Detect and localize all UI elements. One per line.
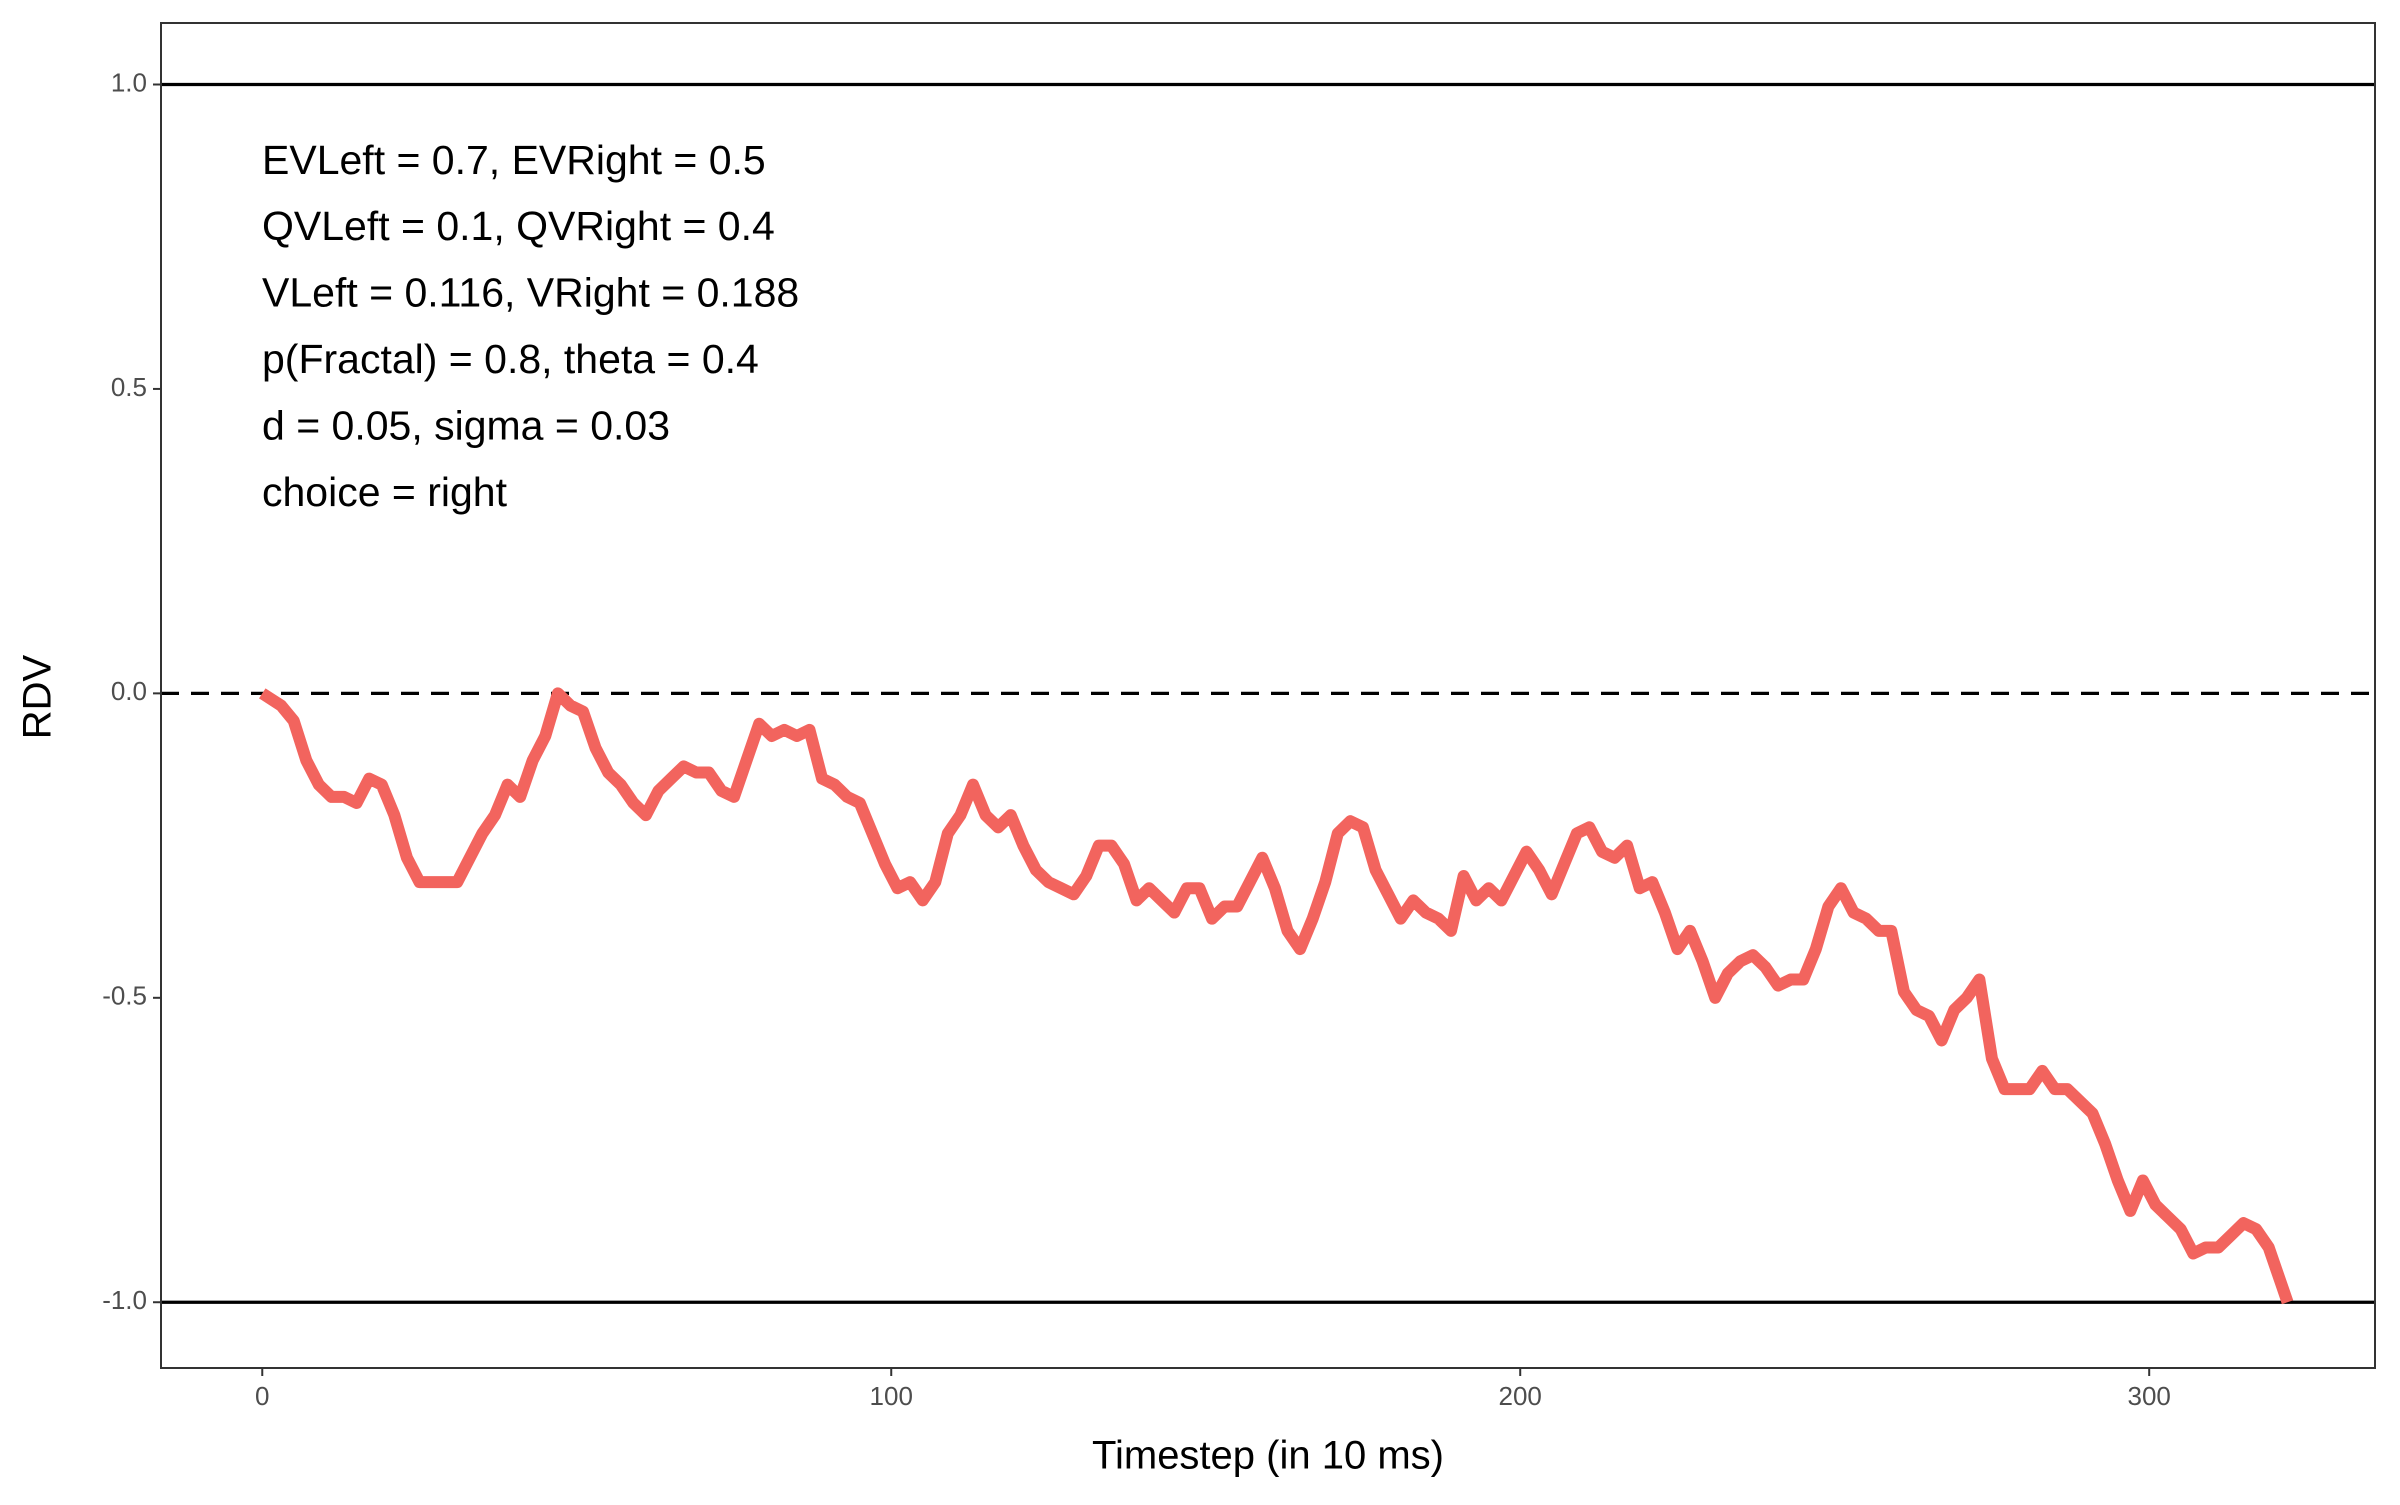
annotation: d = 0.05, sigma = 0.03 [262, 402, 670, 448]
y-axis-title: RDV [16, 654, 60, 739]
plot-border [160, 22, 2376, 1369]
y-tick-label: 1.0 [111, 67, 147, 97]
y-tick-label: 0.5 [111, 372, 147, 402]
y-tick-label: -1.0 [102, 1285, 147, 1315]
data-line [259, 687, 2294, 1305]
annotation: VLeft = 0.116, VRight = 0.188 [262, 270, 799, 316]
annotation: p(Fractal) = 0.8, theta = 0.4 [262, 336, 759, 382]
x-tick-label: 200 [1499, 1381, 1542, 1411]
x-axis-title: Timestep (in 10 ms) [1092, 1434, 1444, 1478]
x-tick-label: 0 [255, 1381, 269, 1411]
annotation: choice = right [262, 469, 508, 515]
annotation: EVLeft = 0.7, EVRight = 0.5 [262, 137, 766, 183]
y-tick-label: 0.0 [111, 676, 147, 706]
annotation: QVLeft = 0.1, QVRight = 0.4 [262, 203, 775, 249]
y-tick-label: -0.5 [102, 981, 147, 1011]
x-tick-label: 100 [870, 1381, 913, 1411]
x-tick-label: 300 [2128, 1381, 2171, 1411]
